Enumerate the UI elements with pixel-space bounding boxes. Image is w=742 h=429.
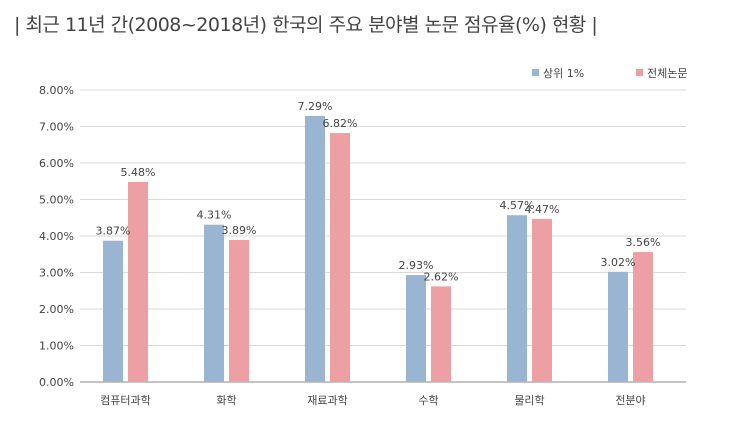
bar bbox=[507, 215, 527, 382]
data-label: 4.57% bbox=[500, 199, 535, 212]
bar bbox=[103, 240, 123, 382]
y-tick-label: 2.00% bbox=[39, 303, 74, 316]
y-tick-label: 5.00% bbox=[39, 194, 74, 207]
data-label: 3.02% bbox=[601, 256, 636, 269]
x-tick-label: 물리학 bbox=[514, 394, 544, 407]
y-tick-label: 0.00% bbox=[39, 376, 74, 389]
x-tick-label: 전분야 bbox=[615, 394, 645, 407]
data-label: 3.56% bbox=[626, 236, 661, 249]
data-label: 4.31% bbox=[197, 209, 232, 222]
data-label: 5.48% bbox=[121, 166, 156, 179]
legend-swatch bbox=[636, 69, 643, 76]
bar bbox=[431, 286, 451, 382]
data-label: 2.62% bbox=[424, 270, 459, 283]
x-tick-label: 화학 bbox=[216, 394, 236, 407]
y-tick-label: 4.00% bbox=[39, 230, 74, 243]
x-tick-label: 컴퓨터과학 bbox=[100, 394, 151, 407]
bar bbox=[330, 133, 350, 382]
data-label: 2.93% bbox=[399, 259, 434, 272]
y-tick-label: 6.00% bbox=[39, 157, 74, 170]
x-tick-label: 재료과학 bbox=[307, 394, 347, 407]
legend-swatch bbox=[532, 69, 539, 76]
bar bbox=[406, 275, 426, 382]
bar bbox=[229, 240, 249, 382]
bar bbox=[608, 271, 628, 382]
bar bbox=[633, 252, 653, 382]
y-tick-label: 7.00% bbox=[39, 121, 74, 134]
legend-label: 전체논문 bbox=[647, 67, 687, 80]
bar bbox=[305, 115, 325, 382]
y-tick-label: 1.00% bbox=[39, 340, 74, 353]
data-label: 3.87% bbox=[96, 225, 131, 238]
bar bbox=[128, 181, 148, 382]
x-tick-label: 수학 bbox=[418, 394, 438, 407]
data-label: 3.89% bbox=[222, 224, 257, 237]
data-label: 4.47% bbox=[525, 203, 560, 216]
y-tick-label: 8.00% bbox=[39, 84, 74, 97]
bar bbox=[532, 218, 552, 382]
legend-label: 상위 1% bbox=[543, 67, 584, 80]
y-tick-label: 3.00% bbox=[39, 267, 74, 280]
bar bbox=[204, 224, 224, 382]
data-label: 7.29% bbox=[298, 100, 333, 113]
data-label: 6.82% bbox=[323, 117, 358, 130]
chart-title: | 최근 11년 간(2008~2018년) 한국의 주요 분야별 논문 점유율… bbox=[14, 14, 598, 36]
